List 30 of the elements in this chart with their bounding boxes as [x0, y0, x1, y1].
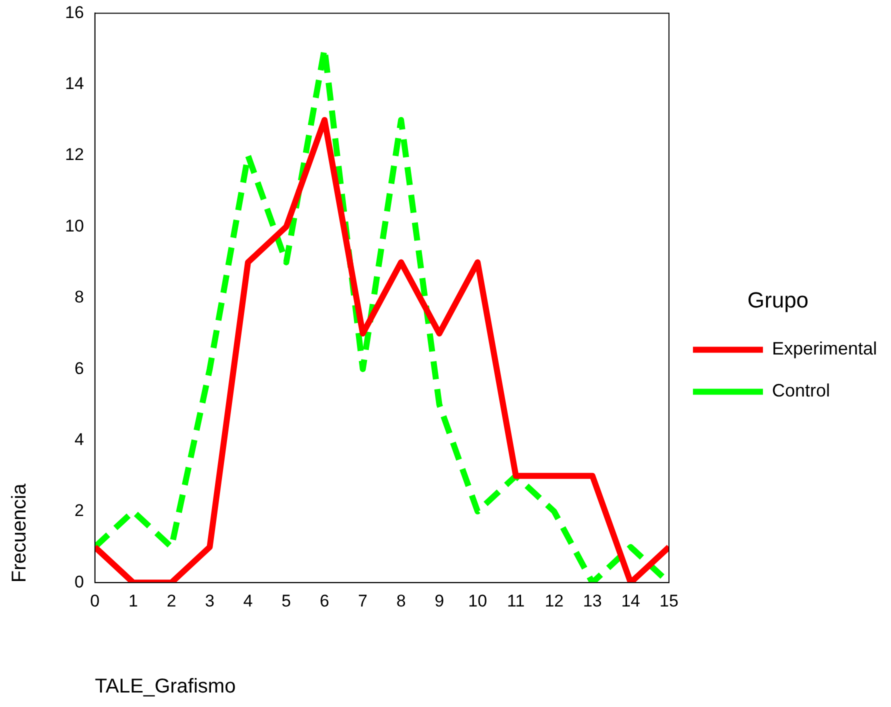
x-tick-label: 10	[468, 591, 488, 610]
x-tick-label: 11	[507, 591, 525, 610]
y-tick-label: 0	[74, 572, 84, 592]
x-tick-label: 12	[544, 591, 564, 610]
x-tick-label: 1	[128, 591, 138, 610]
x-tick-label: 14	[621, 591, 640, 610]
y-tick-label: 4	[74, 430, 84, 449]
x-tick-label: 0	[90, 591, 100, 610]
x-tick-label: 13	[582, 591, 602, 610]
y-axis-title: Frecuencia	[8, 482, 31, 583]
x-tick-label: 5	[282, 591, 291, 610]
y-tick-label: 12	[64, 145, 84, 164]
x-tick-label: 2	[166, 591, 176, 610]
x-tick-label: 4	[243, 591, 253, 610]
y-tick-label: 8	[74, 288, 84, 307]
x-tick-label: 8	[396, 591, 406, 610]
x-tick-label: 7	[358, 591, 368, 610]
y-tick-label: 10	[64, 216, 84, 236]
y-tick-label: 6	[74, 358, 84, 378]
x-tick-label: 9	[434, 591, 444, 610]
legend-title: Grupo	[747, 287, 809, 312]
legend-label: Control	[772, 380, 830, 401]
y-tick-label: 16	[64, 2, 84, 22]
x-axis-title: TALE_Grafismo	[94, 676, 236, 698]
x-tick-label: 3	[204, 591, 214, 610]
y-tick-label: 14	[64, 74, 84, 94]
x-tick-label: 6	[320, 591, 330, 610]
legend-label: Experimental	[772, 338, 877, 359]
x-tick-label: 15	[659, 591, 678, 610]
y-tick-label: 2	[74, 501, 84, 520]
